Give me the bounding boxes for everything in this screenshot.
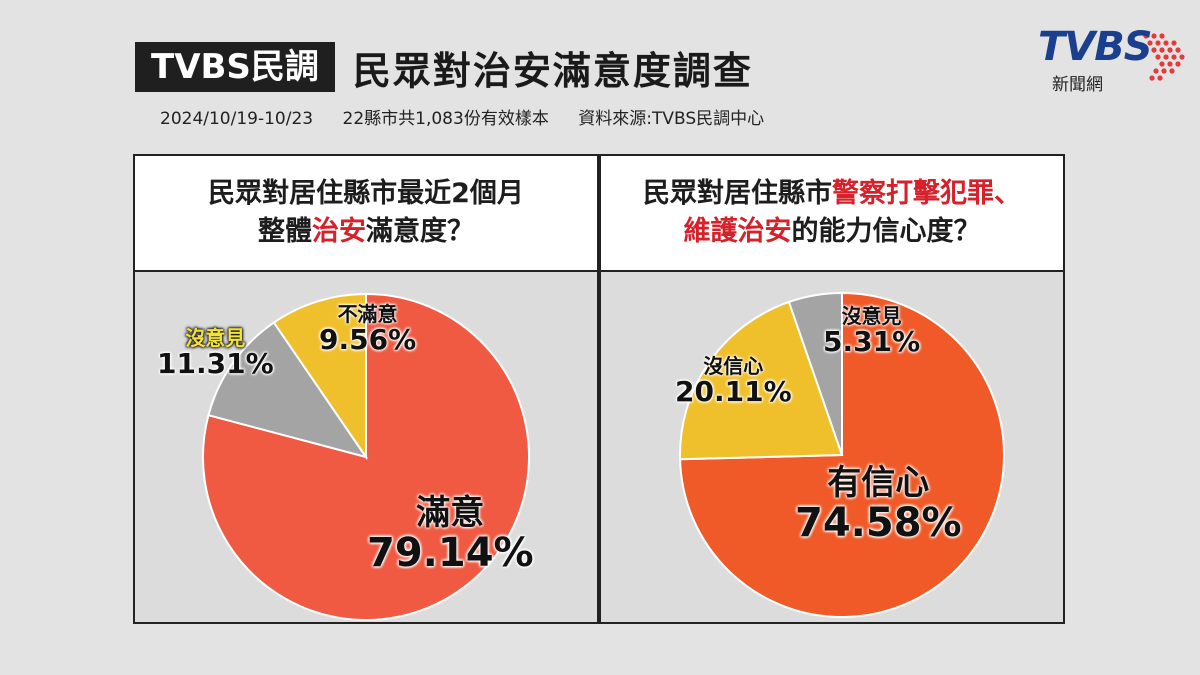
slice-value: 74.58% — [795, 499, 962, 546]
slice-label-confident: 有信心 74.58% — [795, 463, 962, 546]
slice-value: 5.31% — [823, 325, 921, 358]
brand-label: TVBS民調 — [135, 42, 335, 92]
question-text: 整體 — [258, 216, 312, 247]
slice-value: 79.14% — [367, 529, 534, 576]
question-line-2: 維護治安的能力信心度？ — [684, 213, 981, 251]
survey-info: 2024/10/19-10/23 22縣市共1,083份有效樣本 資料來源:TV… — [160, 104, 788, 129]
tvbs-news-logo: TVBS 新聞網 — [1038, 20, 1188, 100]
slice-satisfied — [202, 292, 530, 621]
question-line-1: 民眾對居住縣市警察打擊犯罪、 — [643, 175, 1021, 213]
slice-name: 不滿意 — [337, 302, 398, 326]
slice-value: 20.11% — [675, 375, 792, 408]
sample-size: 22縣市共1,083份有效樣本 — [342, 109, 549, 129]
chart-panel-satisfaction: 民眾對居住縣市最近2個月 整體治安滿意度？ 滿意 79.14% 沒意見 11.3… — [133, 154, 599, 624]
question-text: 滿意度？ — [366, 216, 474, 247]
slice-label-no-opinion: 沒意見 11.31% — [157, 326, 274, 380]
slice-name: 沒意見 — [185, 326, 246, 350]
slice-label-no-opinion: 沒意見 5.31% — [823, 304, 921, 358]
slice-value: 9.56% — [319, 323, 417, 356]
question-highlight: 治安 — [312, 216, 366, 247]
question-highlight: 維護治安 — [683, 216, 792, 247]
slice-dissatisfied — [272, 292, 367, 461]
question-line-2: 整體治安滿意度？ — [258, 213, 474, 251]
slice-no-opinion — [787, 291, 843, 456]
question-highlight: 警察打擊犯罪、 — [832, 178, 1021, 209]
slice-name: 沒意見 — [841, 304, 902, 328]
slice-not-confident — [679, 300, 844, 461]
data-source: 資料來源:TVBS民調中心 — [578, 109, 765, 129]
date-range: 2024/10/19-10/23 — [160, 109, 314, 129]
question-text: 的能力信心度？ — [791, 216, 981, 247]
dot-pattern-icon — [1143, 33, 1185, 81]
slice-label-dissatisfied: 不滿意 9.56% — [319, 302, 417, 356]
slice-name: 滿意 — [416, 493, 485, 533]
question-line-1: 民眾對居住縣市最近2個月 — [208, 175, 524, 213]
chart-panel-confidence: 民眾對居住縣市警察打擊犯罪、 維護治安的能力信心度？ 有信心 74.58% 沒信… — [599, 154, 1065, 624]
slice-name: 有信心 — [827, 463, 930, 503]
slice-no-opinion — [207, 321, 369, 459]
question-text: 民眾對居住縣市最近2個月 — [208, 178, 524, 209]
logo-text: TVBS — [1038, 24, 1153, 70]
question-box: 民眾對居住縣市最近2個月 整體治安滿意度？ — [135, 156, 597, 272]
question-box: 民眾對居住縣市警察打擊犯罪、 維護治安的能力信心度？ — [601, 156, 1063, 272]
slice-label-not-confident: 沒信心 20.11% — [675, 354, 792, 408]
pie-chart-confidence — [679, 291, 1005, 618]
page-title: 民眾對治安滿意度調查 — [352, 48, 753, 93]
slice-name: 沒信心 — [703, 354, 764, 378]
question-text: 民眾對居住縣市 — [643, 178, 832, 209]
logo-subtext: 新聞網 — [1052, 75, 1103, 95]
slice-value: 11.31% — [157, 347, 274, 380]
header: TVBS民調 民眾對治安滿意度調查 — [135, 38, 753, 96]
pie-chart-satisfaction — [202, 292, 530, 621]
slice-label-satisfied: 滿意 79.14% — [367, 493, 534, 576]
